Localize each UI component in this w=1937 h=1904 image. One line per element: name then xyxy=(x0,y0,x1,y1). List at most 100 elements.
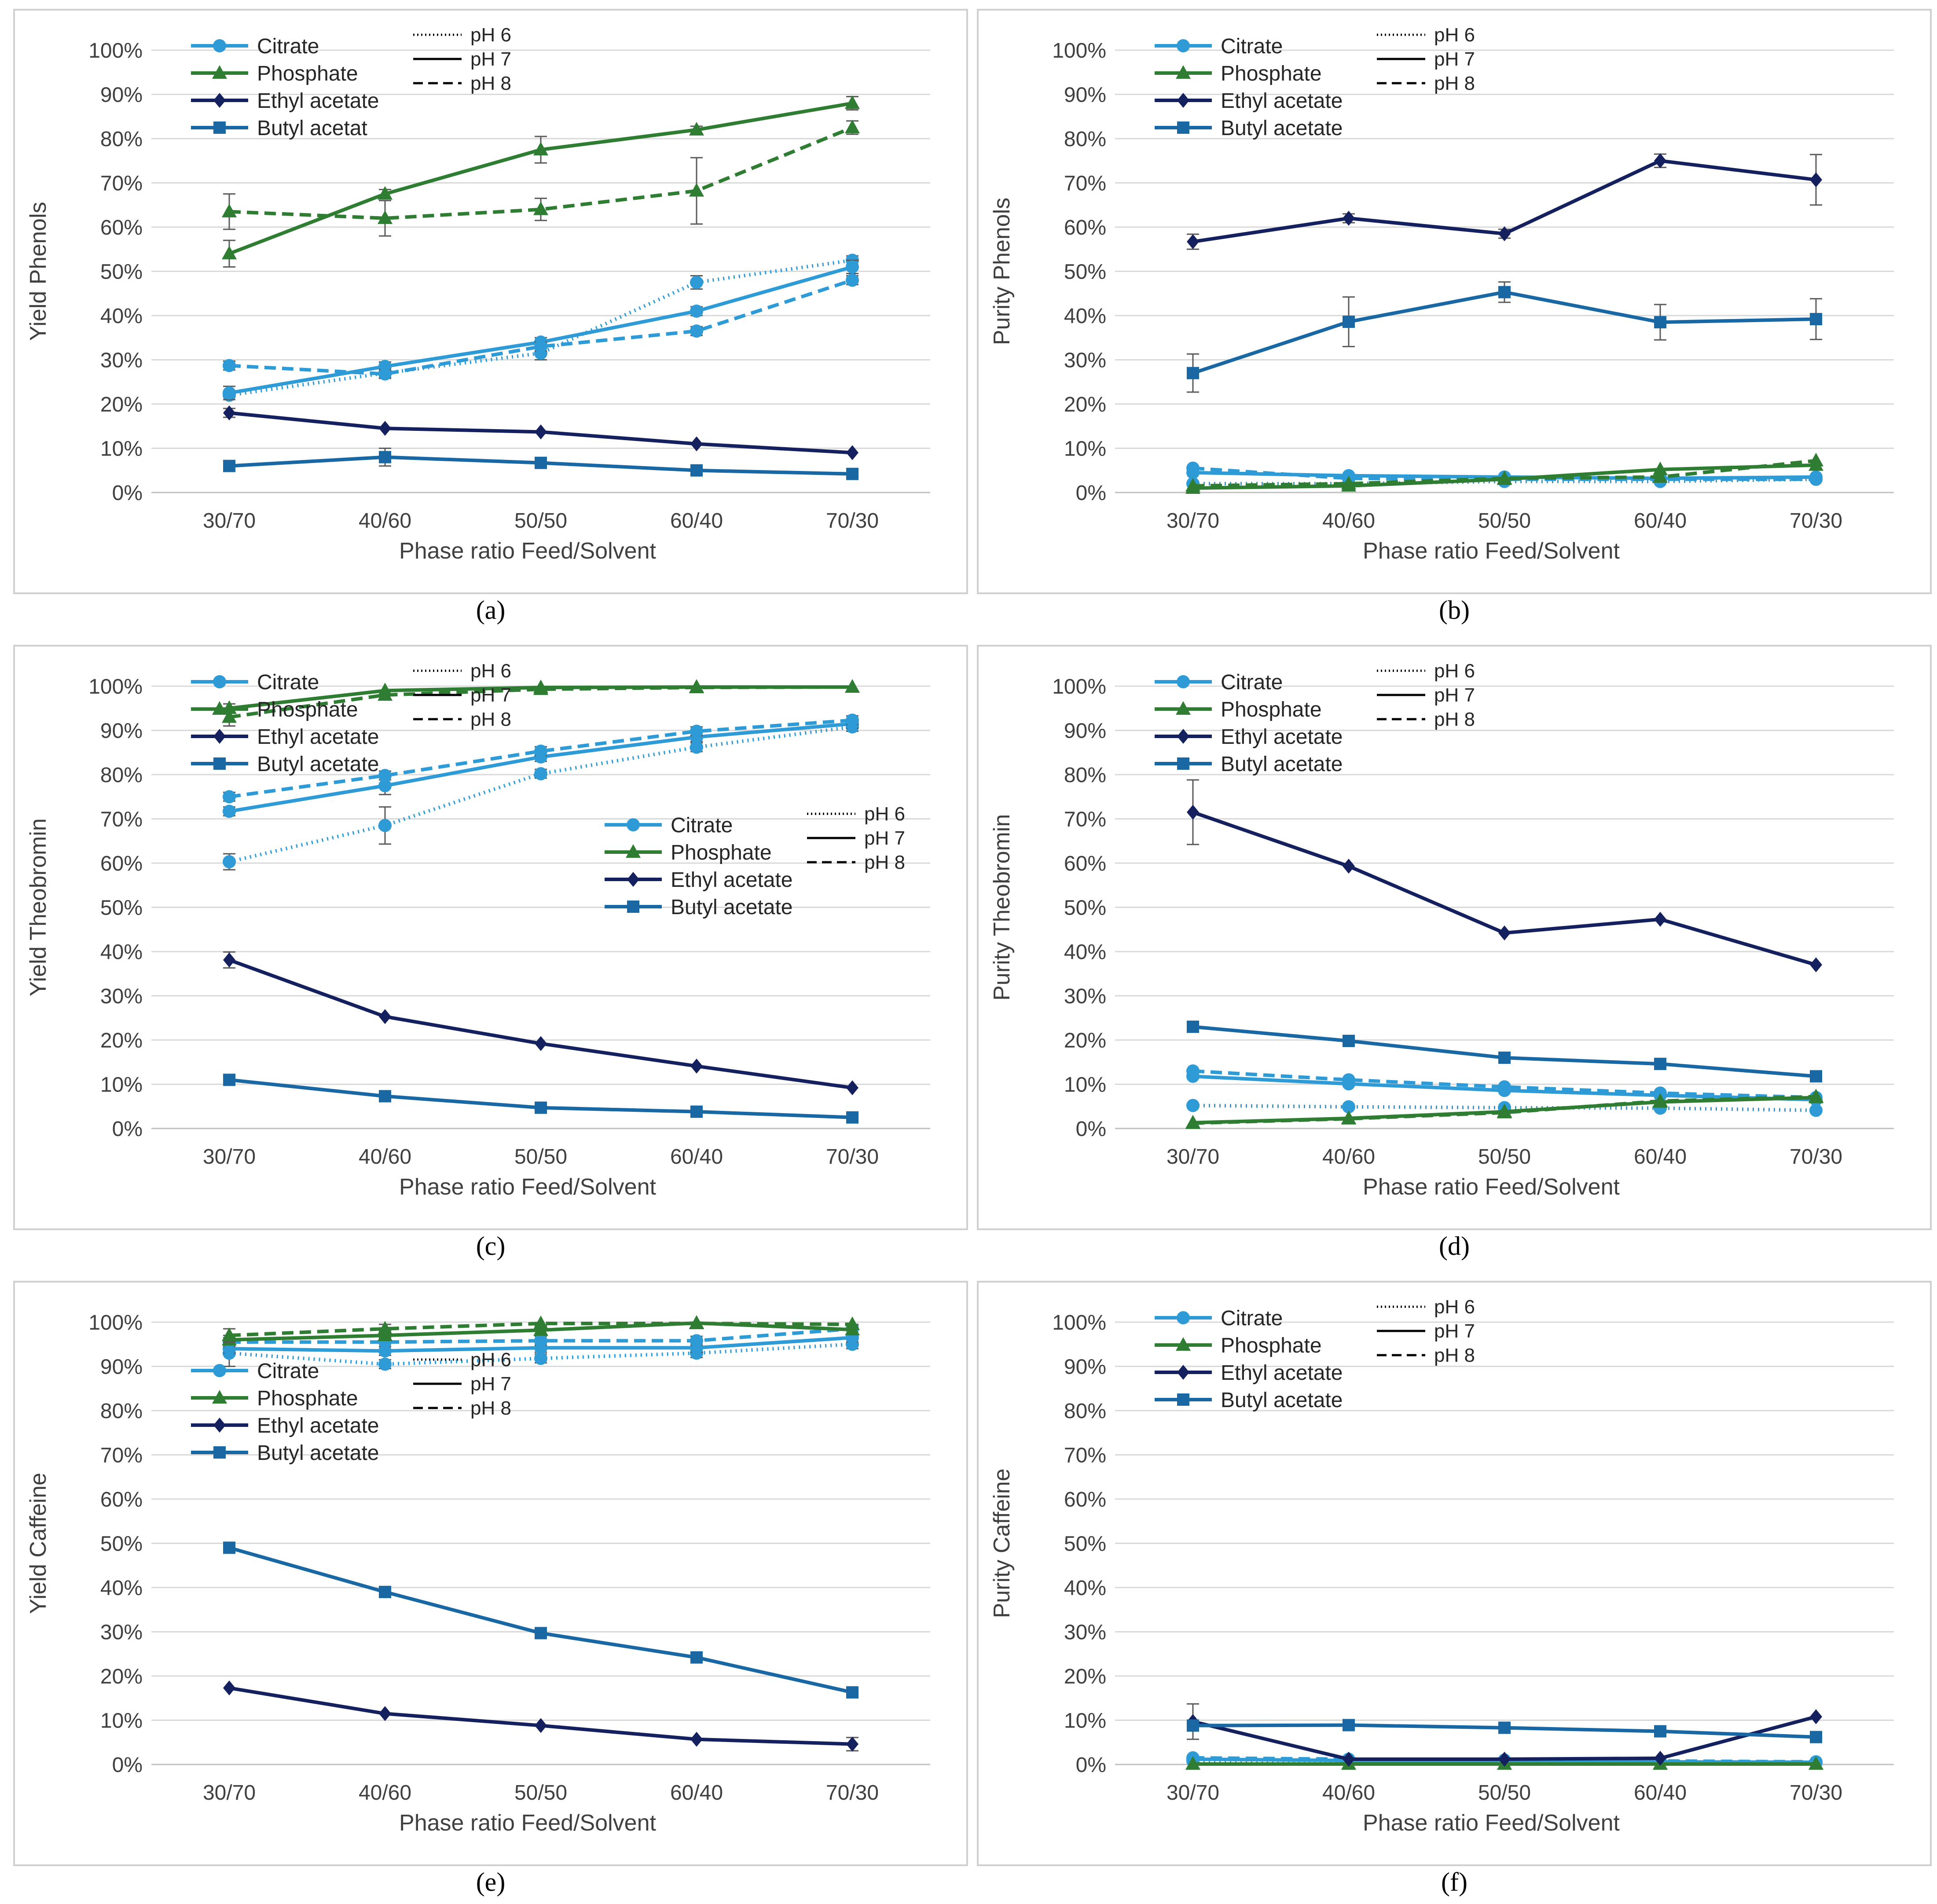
x-tick-label: 70/30 xyxy=(826,1145,879,1169)
series-phosphate-ph7 xyxy=(222,95,860,268)
series-line xyxy=(1192,1069,1816,1099)
data-point xyxy=(223,1073,235,1086)
legend-label: Butyl acetate xyxy=(1221,753,1343,776)
y-tick-label: 0% xyxy=(1076,1753,1106,1777)
y-tick-label: 90% xyxy=(100,1356,143,1379)
legend-marker xyxy=(213,729,226,744)
legend-label: Phosphate xyxy=(257,698,358,721)
y-tick-label: 0% xyxy=(112,482,143,505)
ph-legend-label: pH 6 xyxy=(470,24,511,46)
series-line xyxy=(229,1686,853,1746)
y-tick-label: 70% xyxy=(100,1444,143,1467)
data-point xyxy=(378,769,392,783)
data-point xyxy=(379,1009,391,1024)
data-point xyxy=(1498,286,1511,298)
data-point xyxy=(223,790,236,804)
data-point xyxy=(1343,210,1355,226)
y-tick-label: 0% xyxy=(112,1753,143,1777)
y-tick-label: 40% xyxy=(100,1577,143,1600)
x-tick-label: 50/50 xyxy=(1478,509,1531,533)
data-point xyxy=(1654,316,1666,329)
data-point xyxy=(846,1080,858,1095)
y-tick-label: 100% xyxy=(1052,39,1106,62)
y-tick-label: 90% xyxy=(1064,720,1106,743)
data-point xyxy=(379,451,391,463)
y-tick-label: 60% xyxy=(1064,216,1106,239)
ph-legend: pH 6pH 7pH 8 xyxy=(413,1349,511,1419)
legend-label: Ethyl acetate xyxy=(257,725,379,749)
y-tick-label: 30% xyxy=(1064,1621,1106,1644)
ph-legend-label: pH 8 xyxy=(864,852,905,873)
data-point xyxy=(378,1357,392,1371)
y-tick-label: 40% xyxy=(100,305,143,328)
x-tick-label: 70/30 xyxy=(1790,509,1842,533)
data-point xyxy=(223,952,235,968)
series-phosphate-ph8 xyxy=(1185,1088,1823,1129)
series-line xyxy=(1192,810,1817,967)
series-phosphate-ph8 xyxy=(222,679,860,727)
data-point xyxy=(1810,957,1822,973)
x-tick-label: 40/60 xyxy=(1322,1145,1375,1169)
series-butyl-acetate-ph7 xyxy=(1187,1020,1822,1083)
y-tick-label: 20% xyxy=(100,393,143,416)
ph-legend-label: pH 7 xyxy=(1434,684,1475,706)
data-point xyxy=(223,1680,235,1696)
series-butyl-acetate-ph7 xyxy=(1187,281,1822,393)
y-tick-label: 30% xyxy=(1064,349,1106,372)
legend: Citrate Phosphate Ethyl acetate Butyl aceta… xyxy=(191,1360,379,1465)
x-tick-label: 70/30 xyxy=(826,1781,879,1805)
data-point xyxy=(223,855,236,868)
x-axis-label: Phase ratio Feed/Solvent xyxy=(399,1174,656,1200)
data-point xyxy=(1186,1064,1200,1078)
y-tick-label: 90% xyxy=(1064,1356,1106,1379)
legend-label: Ethyl acetate xyxy=(1221,89,1343,113)
y-tick-label: 40% xyxy=(1064,1577,1106,1600)
y-axis-label: Purity Caffeine xyxy=(989,1468,1015,1618)
data-point xyxy=(223,359,236,372)
chart-svg: 0% 10% 20% 30% 40% 50% 60% 70% 80% 90% 100% 30/70 40… xyxy=(989,1296,1894,1836)
y-tick-label: 30% xyxy=(100,985,143,1008)
legend-marker xyxy=(213,1418,226,1433)
y-tick-label: 0% xyxy=(112,1117,143,1141)
y-tick-label: 60% xyxy=(100,852,143,875)
data-point xyxy=(223,1541,235,1554)
data-point xyxy=(378,779,392,793)
y-axis-label: Yield Caffeine xyxy=(26,1473,51,1614)
data-point xyxy=(690,724,703,738)
x-tick-label: 50/50 xyxy=(514,1781,567,1805)
legend-marker xyxy=(213,757,226,770)
ph-legend-label: pH 7 xyxy=(470,48,511,70)
data-point xyxy=(1809,452,1823,467)
x-axis-label: Phase ratio Feed/Solvent xyxy=(399,538,656,564)
data-point xyxy=(1187,367,1199,379)
data-point xyxy=(1186,461,1200,475)
ph-legend: pH 6pH 7pH 8 xyxy=(413,24,511,94)
data-point xyxy=(1341,475,1356,489)
data-point xyxy=(1809,1756,1823,1770)
y-tick-label: 80% xyxy=(1064,1400,1106,1423)
series-line xyxy=(229,258,853,397)
x-tick-label: 30/70 xyxy=(1167,1781,1219,1805)
data-point xyxy=(1654,1058,1666,1070)
y-tick-label: 60% xyxy=(100,1488,143,1511)
series-line xyxy=(229,265,853,395)
data-point xyxy=(222,203,237,217)
ph-legend-label: pH 8 xyxy=(1434,73,1475,94)
legend-label: Citrate xyxy=(671,814,733,837)
data-point xyxy=(222,246,237,260)
y-tick-label: 0% xyxy=(1076,1117,1106,1141)
y-tick-label: 60% xyxy=(1064,1488,1106,1511)
ph-legend-label: pH 6 xyxy=(1434,24,1475,46)
legend-marker xyxy=(212,1390,227,1404)
legend-label: Citrate xyxy=(1221,1307,1283,1330)
data-point xyxy=(690,1059,703,1074)
data-point xyxy=(223,386,236,400)
legend: Citrate Phosphate Ethyl acetate Butyl aceta… xyxy=(1155,1307,1343,1412)
legend-label: Butyl acetate xyxy=(671,896,793,919)
data-point xyxy=(535,1718,547,1733)
data-point xyxy=(845,119,860,133)
legend-marker xyxy=(1177,121,1189,134)
data-point xyxy=(1343,1751,1355,1767)
series-line xyxy=(1192,1756,1816,1764)
